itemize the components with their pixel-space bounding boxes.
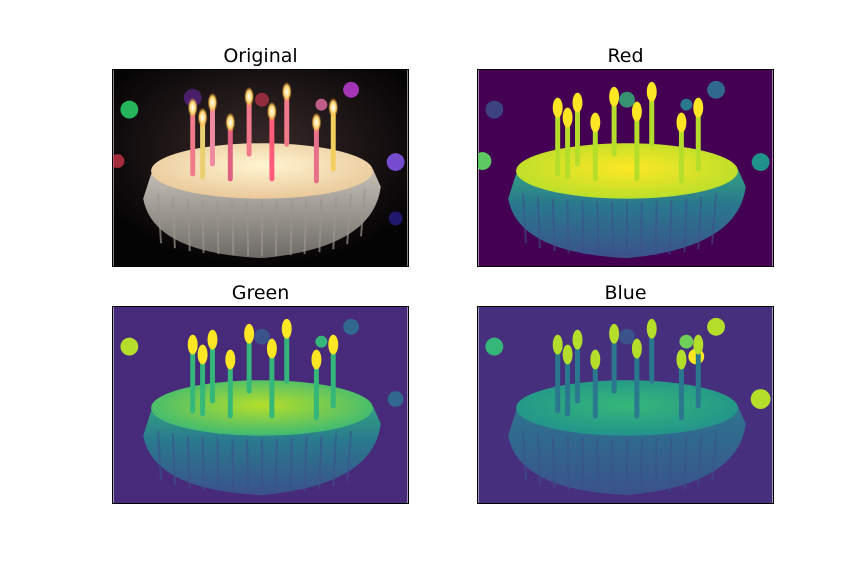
- cake-image-original: [113, 70, 408, 266]
- panel-title-original: Original: [112, 44, 409, 68]
- image-panel-blue: [477, 306, 774, 504]
- image-panel-original: [112, 69, 409, 267]
- panel-title-blue: Blue: [477, 281, 774, 305]
- panel-title-red: Red: [477, 44, 774, 68]
- cake-image-green-channel: [113, 307, 408, 503]
- cake-image-red-channel: [478, 70, 773, 266]
- image-panel-red: [477, 69, 774, 267]
- image-panel-green: [112, 306, 409, 504]
- cake-image-blue-channel: [478, 307, 773, 503]
- panel-title-green: Green: [112, 281, 409, 305]
